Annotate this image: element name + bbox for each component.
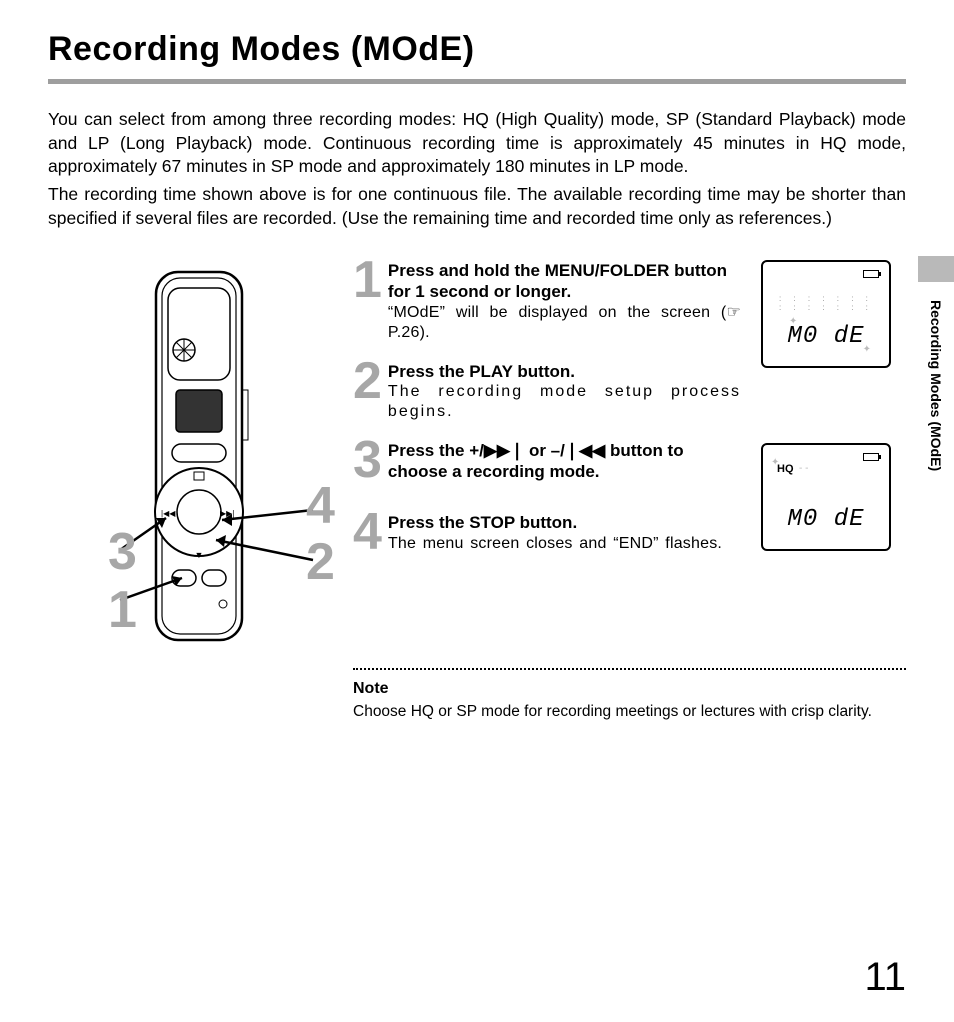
main-content-row: ▼ |◀◀ ▶▶| 1 3 4 2 1 bbox=[48, 260, 906, 660]
step-head-pre: Press the bbox=[388, 362, 469, 381]
page-title: Recording Modes (MOdE) bbox=[48, 30, 906, 69]
lcd-hq-indicator: HQ bbox=[777, 463, 794, 475]
page-number: 11 bbox=[864, 955, 906, 1000]
step-heading: Press the PLAY button. bbox=[388, 361, 741, 382]
callout-number-4: 4 bbox=[306, 476, 335, 536]
voice-recorder-illustration: ▼ |◀◀ ▶▶| bbox=[48, 260, 333, 660]
lcd-display-2: ✦ HQ - - M0 dE bbox=[761, 443, 891, 551]
step-number: 1 bbox=[353, 260, 382, 343]
intro-text: You can select from among three recordin… bbox=[48, 108, 906, 230]
intro-paragraph-2: The recording time shown above is for on… bbox=[48, 183, 906, 230]
step-button-name: MENU/FOLDER bbox=[545, 261, 670, 280]
dotted-rule bbox=[353, 668, 906, 670]
battery-icon bbox=[863, 453, 879, 461]
step-number: 2 bbox=[353, 361, 382, 422]
lcd-displays-column: : : : : : : :: : : : : : : ✦ ✦ M0 dE ✦ H… bbox=[761, 260, 906, 660]
battery-icon bbox=[863, 270, 879, 278]
step-heading: Press the STOP button. bbox=[388, 512, 741, 533]
device-illustration-column: ▼ |◀◀ ▶▶| 1 3 4 2 bbox=[48, 260, 333, 660]
step-heading: Press and hold the MENU/FOLDER button fo… bbox=[388, 260, 741, 303]
step-button-name: STOP bbox=[469, 513, 515, 532]
svg-text:▼: ▼ bbox=[195, 550, 204, 560]
step-heading: Press the +/▶▶❘ or –/❘◀◀ button to choos… bbox=[388, 440, 741, 483]
note-body: Choose HQ or SP mode for recording meeti… bbox=[353, 702, 906, 722]
callout-number-1: 1 bbox=[108, 580, 137, 640]
note-label: Note bbox=[353, 680, 906, 698]
lcd-text: M0 dE bbox=[763, 323, 889, 350]
step-button-name: PLAY bbox=[469, 362, 512, 381]
lcd-dots: : : : : : : :: : : : : : : bbox=[779, 294, 873, 312]
callout-number-2: 2 bbox=[306, 532, 335, 592]
side-tab bbox=[918, 256, 954, 282]
step-description: The menu screen closes and “END” flashes… bbox=[388, 534, 741, 554]
callout-number-3: 3 bbox=[108, 522, 137, 582]
lcd-text: M0 dE bbox=[763, 506, 889, 533]
step-number: 4 bbox=[353, 512, 382, 554]
intro-paragraph-1: You can select from among three recordin… bbox=[48, 108, 906, 179]
step-number: 3 bbox=[353, 440, 382, 483]
step-description: “MOdE” will be displayed on the screen (… bbox=[388, 303, 741, 343]
step-head-post: button. bbox=[513, 362, 575, 381]
step-3: 3 Press the +/▶▶❘ or –/❘◀◀ button to cho… bbox=[353, 440, 741, 483]
step-button-name: +/▶▶❘ or –/❘◀◀ bbox=[469, 441, 605, 460]
side-section-label: Recording Modes (MOdE) bbox=[928, 300, 944, 471]
step-1: 1 Press and hold the MENU/FOLDER button … bbox=[353, 260, 741, 343]
title-rule bbox=[48, 79, 906, 84]
step-head-pre: Press the bbox=[388, 441, 469, 460]
step-head-pre: Press and hold the bbox=[388, 261, 545, 280]
sparkle-icon: - - bbox=[799, 463, 808, 474]
svg-text:|◀◀: |◀◀ bbox=[161, 509, 176, 518]
step-head-pre: Press the bbox=[388, 513, 469, 532]
steps-column: 1 Press and hold the MENU/FOLDER button … bbox=[353, 260, 741, 660]
step-head-post: button. bbox=[515, 513, 577, 532]
step-4: 4 Press the STOP button. The menu screen… bbox=[353, 512, 741, 554]
step-2: 2 Press the PLAY button. The recording m… bbox=[353, 361, 741, 422]
note-section: Note Choose HQ or SP mode for recording … bbox=[353, 668, 906, 722]
step-description: The recording mode setup process begins. bbox=[388, 382, 741, 422]
lcd-display-1: : : : : : : :: : : : : : : ✦ ✦ M0 dE bbox=[761, 260, 891, 368]
svg-text:▶▶|: ▶▶| bbox=[220, 509, 234, 518]
